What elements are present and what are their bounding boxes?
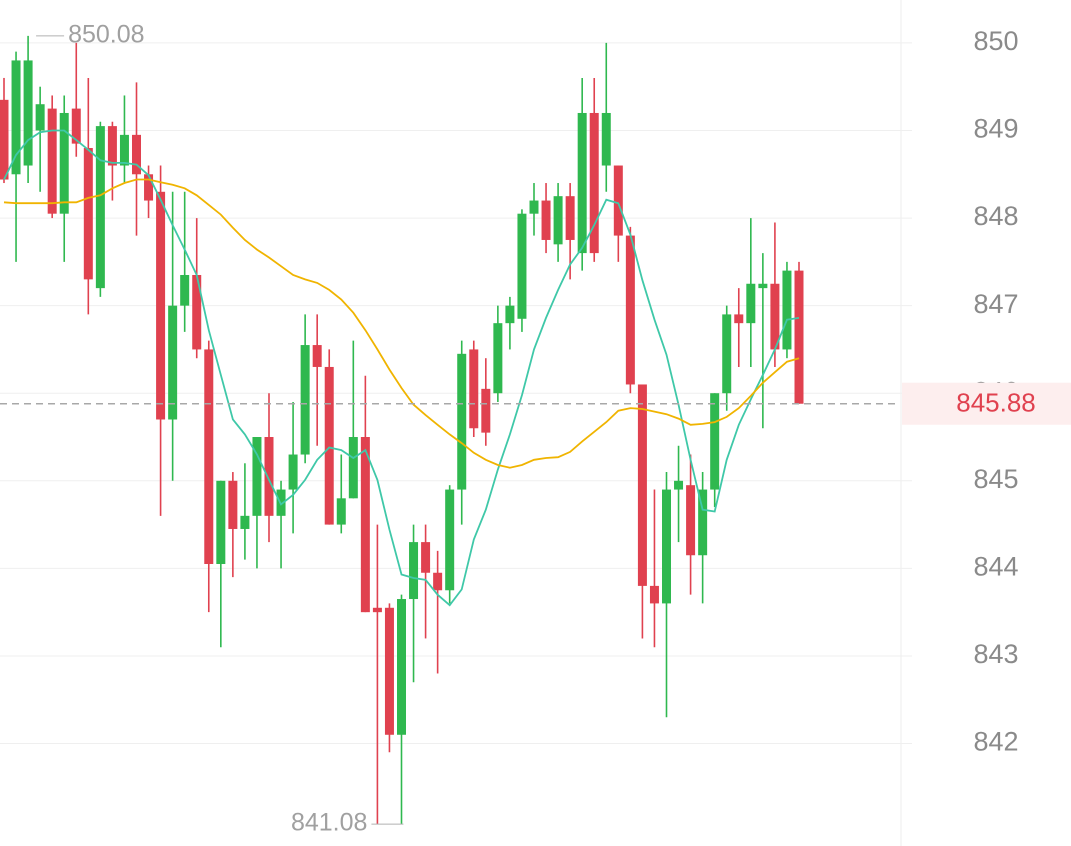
candle-body [47, 108, 57, 214]
candle-body [180, 274, 190, 306]
candle-body [601, 112, 611, 166]
max-label: 850.08 [68, 21, 144, 49]
candle-body [192, 274, 202, 350]
candle-body [119, 134, 129, 166]
y-tick-label: 843 [973, 639, 1018, 669]
candle-body [300, 345, 310, 455]
candle-body [156, 191, 166, 420]
candle-body [360, 437, 370, 613]
ma-line [3, 178, 800, 469]
candle-body [445, 489, 455, 591]
candle-body [35, 104, 45, 131]
candle-body [397, 599, 406, 735]
y-tick-label: 842 [973, 727, 1018, 757]
candle-body [770, 283, 780, 350]
candle-body [107, 126, 117, 166]
y-tick-label: 850 [973, 26, 1018, 56]
candle-body [228, 480, 238, 529]
ma-line [3, 129, 800, 607]
candle-body [204, 349, 214, 564]
min-label: 841.08 [291, 809, 367, 837]
candle-body [649, 585, 659, 604]
candle-body [758, 283, 768, 289]
candle-body [565, 196, 575, 240]
candle-body [168, 305, 178, 420]
candle-body [144, 174, 154, 201]
last-price-box [902, 382, 1071, 425]
candle-body [662, 489, 671, 604]
candle-body [517, 213, 527, 319]
candle-body [409, 542, 419, 600]
candle-body [698, 489, 708, 556]
y-tick-label: 849 [973, 114, 1018, 144]
candle-body [686, 485, 696, 556]
candle-body [722, 314, 732, 394]
candle-body [252, 437, 262, 516]
candle-body [384, 607, 394, 735]
candle-body [433, 572, 443, 591]
candle-body [577, 112, 587, 254]
candle-body [216, 480, 226, 564]
y-tick-label: 847 [973, 289, 1018, 319]
candle-body [83, 148, 93, 280]
candle-body [493, 323, 503, 394]
candle-body [541, 200, 551, 240]
last-price-label: 845.88 [956, 388, 1036, 418]
candle-body [312, 345, 322, 367]
candle-body [95, 126, 105, 289]
candle-body [324, 366, 334, 525]
candle-body [23, 60, 33, 166]
candle-body [59, 112, 69, 214]
candle-body [794, 270, 804, 404]
candle-body [11, 60, 21, 175]
y-tick-label: 844 [973, 552, 1018, 582]
candle-body [637, 384, 647, 586]
candle-body [481, 388, 491, 433]
candle-body [0, 99, 9, 180]
candle-body [469, 349, 479, 429]
candle-body [421, 542, 431, 573]
candle-body [589, 112, 599, 254]
candle-body [734, 314, 744, 324]
candle-body [505, 305, 515, 324]
candle-body [553, 196, 563, 245]
candle-body [288, 454, 298, 490]
candle-body [710, 393, 720, 490]
candle-body [264, 437, 274, 516]
candle-body [529, 200, 539, 214]
candle-body [457, 353, 467, 490]
y-tick-label: 845 [973, 464, 1018, 494]
candle-body [348, 437, 358, 499]
candle-body [372, 607, 382, 613]
candle-body [71, 108, 81, 144]
candle-body [132, 134, 141, 175]
candle-body [336, 498, 346, 525]
candle-body [613, 165, 623, 236]
candle-body [746, 283, 756, 324]
candle-body [240, 515, 250, 529]
candle-body [782, 270, 792, 350]
candle-body [625, 235, 635, 385]
candle-body [674, 480, 684, 490]
y-tick-label: 848 [973, 201, 1018, 231]
